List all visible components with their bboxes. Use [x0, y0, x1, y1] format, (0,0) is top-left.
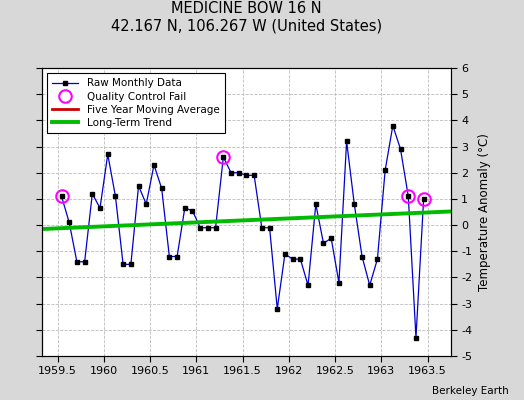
- Quality Control Fail: [220, 155, 226, 160]
- Raw Monthly Data: [82, 259, 88, 264]
- Raw Monthly Data: [74, 259, 80, 264]
- Quality Control Fail: [405, 194, 411, 199]
- Raw Monthly Data: [305, 283, 311, 288]
- Raw Monthly Data: [182, 206, 188, 210]
- Raw Monthly Data: [328, 236, 334, 240]
- Raw Monthly Data: [420, 196, 427, 201]
- Raw Monthly Data: [135, 184, 141, 188]
- Raw Monthly Data: [397, 147, 403, 152]
- Raw Monthly Data: [351, 202, 357, 206]
- Raw Monthly Data: [367, 283, 373, 288]
- Line: Quality Control Fail: Quality Control Fail: [55, 151, 430, 205]
- Raw Monthly Data: [259, 225, 265, 230]
- Raw Monthly Data: [413, 335, 419, 340]
- Raw Monthly Data: [320, 241, 326, 246]
- Raw Monthly Data: [313, 202, 319, 206]
- Raw Monthly Data: [343, 139, 350, 144]
- Raw Monthly Data: [212, 225, 219, 230]
- Quality Control Fail: [420, 196, 427, 201]
- Raw Monthly Data: [105, 152, 111, 157]
- Raw Monthly Data: [112, 194, 118, 199]
- Title: MEDICINE BOW 16 N
42.167 N, 106.267 W (United States): MEDICINE BOW 16 N 42.167 N, 106.267 W (U…: [111, 1, 382, 34]
- Raw Monthly Data: [97, 206, 103, 210]
- Raw Monthly Data: [58, 194, 64, 199]
- Raw Monthly Data: [282, 252, 288, 256]
- Raw Monthly Data: [228, 170, 234, 175]
- Raw Monthly Data: [220, 155, 226, 160]
- Raw Monthly Data: [297, 257, 303, 262]
- Raw Monthly Data: [336, 280, 342, 285]
- Text: Berkeley Earth: Berkeley Earth: [432, 386, 508, 396]
- Raw Monthly Data: [197, 225, 203, 230]
- Raw Monthly Data: [174, 254, 180, 259]
- Raw Monthly Data: [89, 191, 95, 196]
- Raw Monthly Data: [390, 123, 396, 128]
- Quality Control Fail: [58, 194, 64, 199]
- Legend: Raw Monthly Data, Quality Control Fail, Five Year Moving Average, Long-Term Tren: Raw Monthly Data, Quality Control Fail, …: [47, 73, 225, 133]
- Raw Monthly Data: [151, 162, 157, 167]
- Raw Monthly Data: [66, 220, 72, 225]
- Raw Monthly Data: [359, 254, 365, 259]
- Raw Monthly Data: [166, 254, 172, 259]
- Raw Monthly Data: [143, 202, 149, 206]
- Raw Monthly Data: [374, 257, 380, 262]
- Raw Monthly Data: [236, 170, 242, 175]
- Line: Raw Monthly Data: Raw Monthly Data: [60, 124, 425, 340]
- Raw Monthly Data: [266, 225, 272, 230]
- Raw Monthly Data: [120, 262, 126, 267]
- Raw Monthly Data: [251, 173, 257, 178]
- Raw Monthly Data: [405, 194, 411, 199]
- Raw Monthly Data: [290, 257, 296, 262]
- Raw Monthly Data: [189, 208, 195, 213]
- Raw Monthly Data: [382, 168, 388, 172]
- Raw Monthly Data: [159, 186, 165, 191]
- Raw Monthly Data: [205, 225, 211, 230]
- Y-axis label: Temperature Anomaly (°C): Temperature Anomaly (°C): [478, 133, 491, 291]
- Raw Monthly Data: [128, 262, 134, 267]
- Raw Monthly Data: [274, 306, 280, 311]
- Raw Monthly Data: [243, 173, 249, 178]
